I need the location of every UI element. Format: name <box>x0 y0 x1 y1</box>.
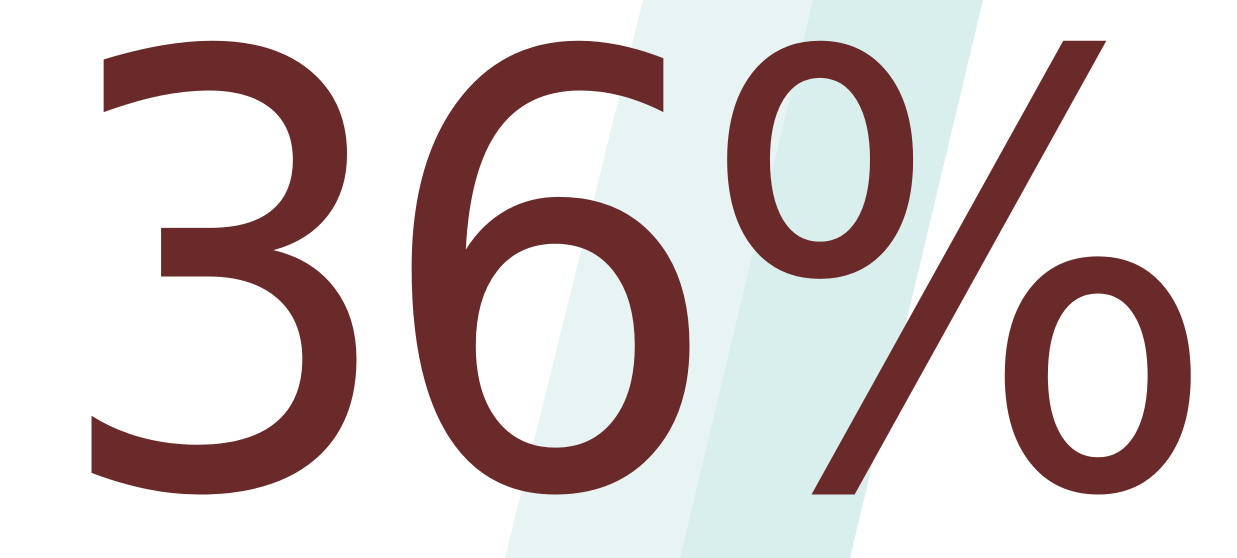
percentage-value: 36% <box>49 0 1221 558</box>
accent-band-dark <box>680 0 983 558</box>
